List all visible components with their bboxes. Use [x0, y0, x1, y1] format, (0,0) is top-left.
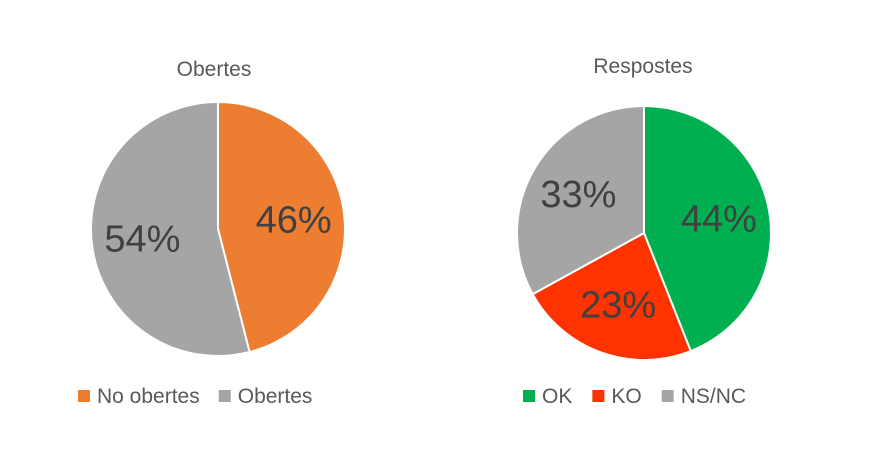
pie-slice-ko: [531, 231, 693, 361]
legend-swatch: [523, 390, 535, 402]
legend-label: NS/NC: [681, 385, 746, 408]
pie-chart-respostes: Respostes 44% 23% 33% OK KO NS/NC: [516, 55, 772, 408]
legend-swatch: [592, 390, 605, 402]
pie-slice-no-obertes: [217, 100, 346, 354]
pie-slices: [90, 100, 346, 357]
pie-slice-obertes: [90, 100, 251, 357]
chart-title: Obertes: [177, 58, 252, 81]
legend-swatch: [661, 390, 674, 402]
pie-slice-ok: [643, 104, 772, 353]
legend-label: Obertes: [238, 385, 313, 408]
legend-swatch: [218, 390, 231, 402]
data-label: 46%: [256, 199, 332, 241]
legend: OK KO NS/NC: [523, 385, 746, 408]
legend-label: KO: [611, 385, 641, 408]
data-label: 44%: [681, 199, 757, 241]
legend: No obertes Obertes: [78, 385, 312, 408]
data-label: 33%: [540, 174, 616, 216]
pie-slice-ns-nc: [516, 104, 645, 296]
pie-chart-obertes: Obertes 46% 54% No obertes Obertes: [78, 58, 346, 408]
data-label: 23%: [580, 285, 656, 327]
data-label: 54%: [104, 219, 180, 261]
legend-label: No obertes: [97, 385, 200, 408]
pie-labels: 46% 54%: [104, 199, 331, 260]
legend-swatch: [78, 390, 90, 402]
pie-labels: 44% 23% 33%: [540, 174, 757, 326]
pie-slices: [516, 104, 772, 361]
chart-title: Respostes: [593, 55, 692, 78]
legend-label: OK: [542, 385, 572, 408]
